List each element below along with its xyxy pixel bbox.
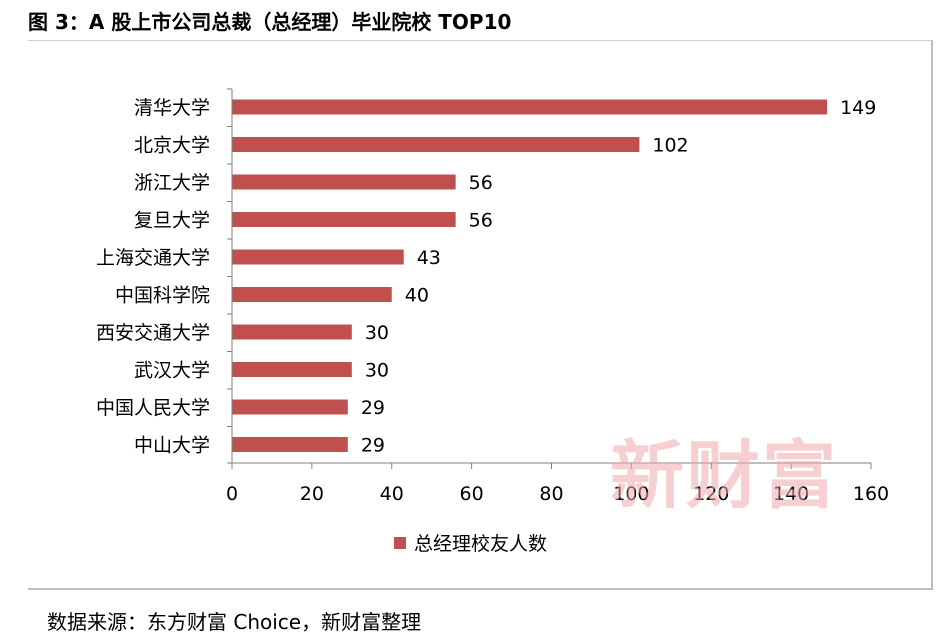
category-label: 复旦大学 xyxy=(134,210,210,232)
data-label: 149 xyxy=(840,97,876,119)
bar xyxy=(232,437,348,452)
x-tick-label: 80 xyxy=(539,483,563,505)
x-tick-label: 40 xyxy=(380,483,404,505)
category-label: 上海交通大学 xyxy=(96,247,210,269)
x-tick-label: 0 xyxy=(226,483,238,505)
bar xyxy=(232,324,352,340)
category-label: 西安交通大学 xyxy=(96,322,210,344)
bar xyxy=(232,137,640,152)
bar xyxy=(232,399,348,415)
x-tick-label: 20 xyxy=(300,483,324,505)
chart-frame xyxy=(28,40,933,590)
x-tick-label: 120 xyxy=(693,483,729,505)
category-label: 武汉大学 xyxy=(134,360,210,382)
watermark-logo: 新财富 xyxy=(610,433,838,519)
category-label: 浙江大学 xyxy=(134,172,210,194)
x-tick-label: 100 xyxy=(613,483,649,505)
data-label: 43 xyxy=(417,247,441,269)
bar xyxy=(232,99,828,115)
data-label: 30 xyxy=(365,360,389,382)
data-label: 102 xyxy=(652,135,688,157)
category-label: 中山大学 xyxy=(134,435,210,457)
bar xyxy=(232,174,456,190)
category-label: 中国科学院 xyxy=(115,285,210,307)
data-label: 29 xyxy=(361,397,385,419)
category-label: 中国人民大学 xyxy=(96,397,210,419)
x-tick-label: 160 xyxy=(853,483,889,505)
category-label: 北京大学 xyxy=(134,135,210,157)
bar xyxy=(232,249,404,265)
legend-label: 总经理校友人数 xyxy=(414,533,547,555)
legend-swatch xyxy=(394,537,406,549)
chart-title: 图 3：A 股上市公司总裁（总经理）毕业院校 TOP10 xyxy=(28,10,512,34)
bar xyxy=(232,287,392,302)
data-label: 40 xyxy=(405,285,429,307)
data-source-note: 数据来源：东方财富 Choice，新财富整理 xyxy=(47,610,422,634)
x-tick-label: 60 xyxy=(460,483,484,505)
data-label: 29 xyxy=(361,435,385,457)
bar xyxy=(232,212,456,227)
data-label: 56 xyxy=(469,210,493,232)
x-tick-label: 140 xyxy=(773,483,809,505)
data-label: 56 xyxy=(469,172,493,194)
category-label: 清华大学 xyxy=(134,97,210,119)
data-label: 30 xyxy=(365,322,389,344)
bar xyxy=(232,362,352,377)
